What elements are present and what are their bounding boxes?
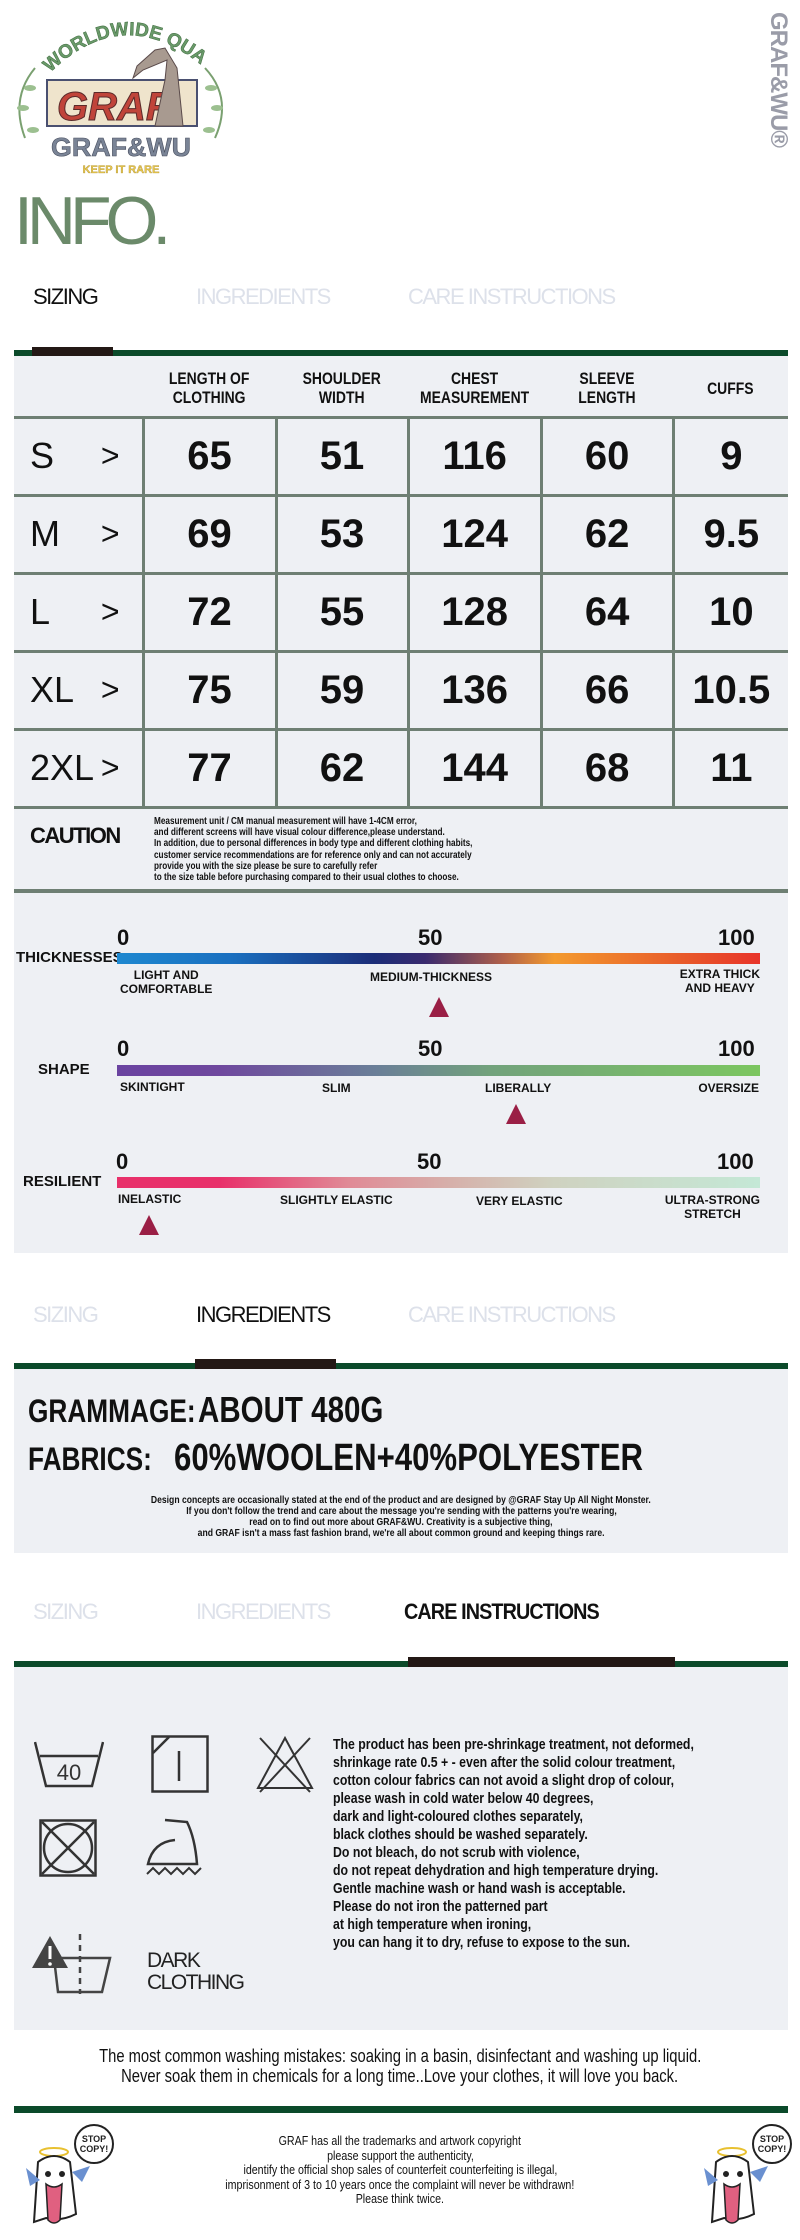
size-table: LENGTH OF CLOTHING SHOULDER WIDTH CHEST … bbox=[14, 359, 788, 809]
tab-sizing[interactable]: SIZING bbox=[33, 1302, 99, 1327]
svg-text:WORLDWIDE QUALITY: WORLDWIDE QUALITY bbox=[5, 8, 211, 76]
dry-flat-shade-icon bbox=[151, 1735, 209, 1793]
section-divider bbox=[14, 1661, 788, 1667]
table-row: XL >75 59 136 66 10.5 bbox=[14, 649, 788, 731]
thickness-marker bbox=[428, 997, 449, 1017]
caution-title: CAUTION bbox=[30, 823, 121, 848]
tab-ingredients[interactable]: INGREDIENTS bbox=[196, 1599, 331, 1624]
tab-indicator bbox=[195, 1359, 336, 1372]
size-label: 2XL > bbox=[14, 727, 145, 809]
shape-gradient-bar bbox=[117, 1065, 760, 1076]
column-header: SHOULDER WIDTH bbox=[276, 359, 408, 419]
stop-copy-ghost-icon: STOP COPY! bbox=[26, 2124, 114, 2224]
shape-marker bbox=[505, 1104, 526, 1124]
thickness-gradient-bar bbox=[117, 953, 760, 964]
copyright-notice: GRAF has all the trademarks and artwork … bbox=[225, 2133, 575, 2206]
care-instructions-text: The product has been pre-shrinkage treat… bbox=[333, 1736, 694, 1951]
dark-clothing-label: DARK CLOTHING bbox=[147, 1949, 245, 1994]
washing-mistakes-note: The most common washing mistakes: soakin… bbox=[98, 2046, 702, 2086]
tab-ingredients[interactable]: INGREDIENTS bbox=[196, 284, 331, 309]
tab-care-instructions[interactable]: CARE INSTRUCTIONS bbox=[408, 1302, 616, 1327]
column-header: LENGTH OF CLOTHING bbox=[143, 359, 276, 419]
brand-side-mark: GRAF&WU® bbox=[765, 12, 792, 147]
tab-ingredients[interactable]: INGREDIENTS bbox=[196, 1302, 331, 1327]
fabrics-row: FABRICS: 60%WOOLEN+40%POLYESTER bbox=[28, 1437, 644, 1479]
size-label: XL > bbox=[14, 649, 145, 731]
table-row: M >69 53 124 62 9.5 bbox=[14, 493, 788, 575]
tab-sizing[interactable]: SIZING bbox=[33, 284, 99, 309]
caution-divider bbox=[14, 889, 788, 893]
svg-text:GRAF: GRAF bbox=[57, 85, 172, 129]
column-header: CUFFS bbox=[673, 359, 788, 419]
grammage-row: GRAMMAGE:ABOUT 480G bbox=[28, 1389, 384, 1430]
table-row: 2XL >77 62 144 68 11 bbox=[14, 727, 788, 809]
table-header: LENGTH OF CLOTHING SHOULDER WIDTH CHEST … bbox=[14, 359, 788, 419]
svg-text:40: 40 bbox=[57, 1760, 81, 1785]
tab-care-instructions[interactable]: CARE INSTRUCTIONS bbox=[404, 1599, 600, 1624]
svg-text:GRAF&WU: GRAF&WU bbox=[51, 132, 191, 162]
resilient-gradient-bar bbox=[117, 1177, 760, 1188]
size-label: S > bbox=[14, 415, 145, 497]
column-header: SLEEVE LENGTH bbox=[541, 359, 674, 419]
wash-dark-separately-icon bbox=[32, 1934, 112, 1994]
no-bleach-icon bbox=[256, 1736, 314, 1793]
footer-divider bbox=[14, 2106, 788, 2113]
svg-text:KEEP IT RARE: KEEP IT RARE bbox=[83, 164, 160, 176]
iron-low-heat-icon bbox=[146, 1818, 202, 1876]
no-tumble-dry-icon bbox=[39, 1819, 97, 1877]
size-label: M > bbox=[14, 493, 145, 575]
design-notes: Design concepts are occasionally stated … bbox=[151, 1494, 651, 1539]
giraffe-logo-icon: WORLDWIDE QUALITY GRAF GRAF&WU KEEP IT R… bbox=[0, 0, 223, 176]
size-label: L > bbox=[14, 571, 145, 653]
table-row: S >65 51 116 60 9 bbox=[14, 415, 788, 497]
section-divider bbox=[14, 1363, 788, 1369]
brand-logo: WORLDWIDE QUALITY GRAF GRAF&WU KEEP IT R… bbox=[0, 0, 237, 178]
section-divider bbox=[14, 350, 788, 356]
tab-indicator bbox=[408, 1657, 675, 1670]
ingredients-panel bbox=[14, 1369, 788, 1553]
resilient-marker bbox=[139, 1215, 160, 1235]
wash-40-icon: 40 bbox=[34, 1741, 104, 1788]
caution-text: Measurement unit / CM manual measurement… bbox=[154, 816, 473, 884]
table-row: L >72 55 128 64 10 bbox=[14, 571, 788, 653]
tab-sizing[interactable]: SIZING bbox=[33, 1599, 99, 1624]
stop-copy-ghost-icon: STOP COPY! bbox=[704, 2124, 792, 2224]
tab-care-instructions[interactable]: CARE INSTRUCTIONS bbox=[408, 284, 616, 309]
column-header: CHEST MEASUREMENT bbox=[408, 359, 542, 419]
page-title: INFO. bbox=[14, 183, 171, 259]
care-panel bbox=[14, 1667, 788, 2030]
